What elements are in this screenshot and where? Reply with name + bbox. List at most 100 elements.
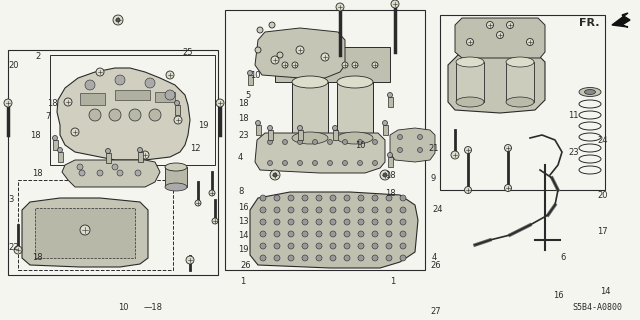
Polygon shape <box>22 198 148 267</box>
Circle shape <box>358 231 364 237</box>
Bar <box>175 105 179 115</box>
Circle shape <box>465 147 472 154</box>
Circle shape <box>372 219 378 225</box>
Circle shape <box>273 173 277 177</box>
Circle shape <box>165 90 175 100</box>
Text: 18: 18 <box>385 171 396 180</box>
Bar <box>80 93 105 105</box>
Polygon shape <box>455 18 545 58</box>
Text: 24: 24 <box>432 205 442 214</box>
Text: 18: 18 <box>32 253 43 262</box>
Circle shape <box>149 109 161 121</box>
Text: 16: 16 <box>238 203 248 212</box>
Bar <box>383 125 387 135</box>
Text: 4: 4 <box>432 253 437 262</box>
Text: 23: 23 <box>238 131 248 140</box>
Circle shape <box>358 243 364 249</box>
Circle shape <box>97 170 103 176</box>
Bar <box>165 167 187 187</box>
Bar <box>106 153 111 163</box>
Circle shape <box>260 243 266 249</box>
Circle shape <box>85 80 95 90</box>
Ellipse shape <box>292 132 328 144</box>
Circle shape <box>372 243 378 249</box>
Ellipse shape <box>337 76 373 88</box>
Circle shape <box>302 195 308 201</box>
Bar <box>255 125 260 135</box>
Bar <box>18 180 173 270</box>
Circle shape <box>302 243 308 249</box>
Circle shape <box>268 140 273 145</box>
Circle shape <box>4 99 12 107</box>
Circle shape <box>195 200 201 206</box>
Polygon shape <box>255 133 385 173</box>
Ellipse shape <box>337 132 373 144</box>
Text: 22: 22 <box>8 244 19 252</box>
Text: 13: 13 <box>238 218 248 227</box>
Circle shape <box>386 243 392 249</box>
Circle shape <box>400 255 406 261</box>
Text: 21: 21 <box>428 143 438 153</box>
Circle shape <box>380 170 390 180</box>
Circle shape <box>417 148 422 153</box>
Circle shape <box>400 243 406 249</box>
Bar <box>8 50 218 275</box>
Text: FR.: FR. <box>579 18 600 28</box>
Ellipse shape <box>506 97 534 107</box>
Circle shape <box>344 243 350 249</box>
Polygon shape <box>57 68 190 160</box>
Circle shape <box>288 255 294 261</box>
Circle shape <box>145 78 155 88</box>
Circle shape <box>257 27 263 33</box>
Circle shape <box>352 62 358 68</box>
Text: 23: 23 <box>568 148 579 156</box>
Circle shape <box>117 170 123 176</box>
Text: 11: 11 <box>568 110 579 119</box>
Circle shape <box>391 0 399 8</box>
Text: 2: 2 <box>35 52 40 60</box>
Circle shape <box>417 134 422 140</box>
Ellipse shape <box>456 57 484 67</box>
Circle shape <box>106 148 111 154</box>
Circle shape <box>302 231 308 237</box>
Circle shape <box>358 195 364 201</box>
Circle shape <box>330 231 336 237</box>
Circle shape <box>387 153 392 157</box>
Circle shape <box>274 231 280 237</box>
Text: 10: 10 <box>355 140 365 149</box>
Circle shape <box>113 15 123 25</box>
Circle shape <box>292 62 298 68</box>
Circle shape <box>166 71 174 79</box>
Circle shape <box>58 148 63 153</box>
Circle shape <box>268 125 273 131</box>
Bar <box>138 152 143 162</box>
Text: 18: 18 <box>47 99 58 108</box>
Circle shape <box>260 195 266 201</box>
Circle shape <box>186 256 194 264</box>
Circle shape <box>274 255 280 261</box>
Circle shape <box>52 135 58 140</box>
Text: 18: 18 <box>238 99 248 108</box>
Circle shape <box>336 3 344 11</box>
Bar <box>115 90 150 100</box>
Text: 3: 3 <box>8 196 13 204</box>
Text: 10: 10 <box>250 70 260 79</box>
Bar <box>35 208 135 258</box>
Circle shape <box>358 161 362 165</box>
Circle shape <box>372 140 378 145</box>
Circle shape <box>282 62 288 68</box>
Circle shape <box>274 207 280 213</box>
Ellipse shape <box>165 163 187 171</box>
Circle shape <box>260 255 266 261</box>
Circle shape <box>260 219 266 225</box>
Polygon shape <box>448 50 545 113</box>
Circle shape <box>135 170 141 176</box>
Circle shape <box>79 170 85 176</box>
Text: 17: 17 <box>597 228 607 236</box>
Circle shape <box>14 246 22 254</box>
Circle shape <box>397 148 403 153</box>
Circle shape <box>298 161 303 165</box>
Text: 12: 12 <box>190 143 200 153</box>
Text: 27: 27 <box>430 308 440 316</box>
Circle shape <box>358 207 364 213</box>
